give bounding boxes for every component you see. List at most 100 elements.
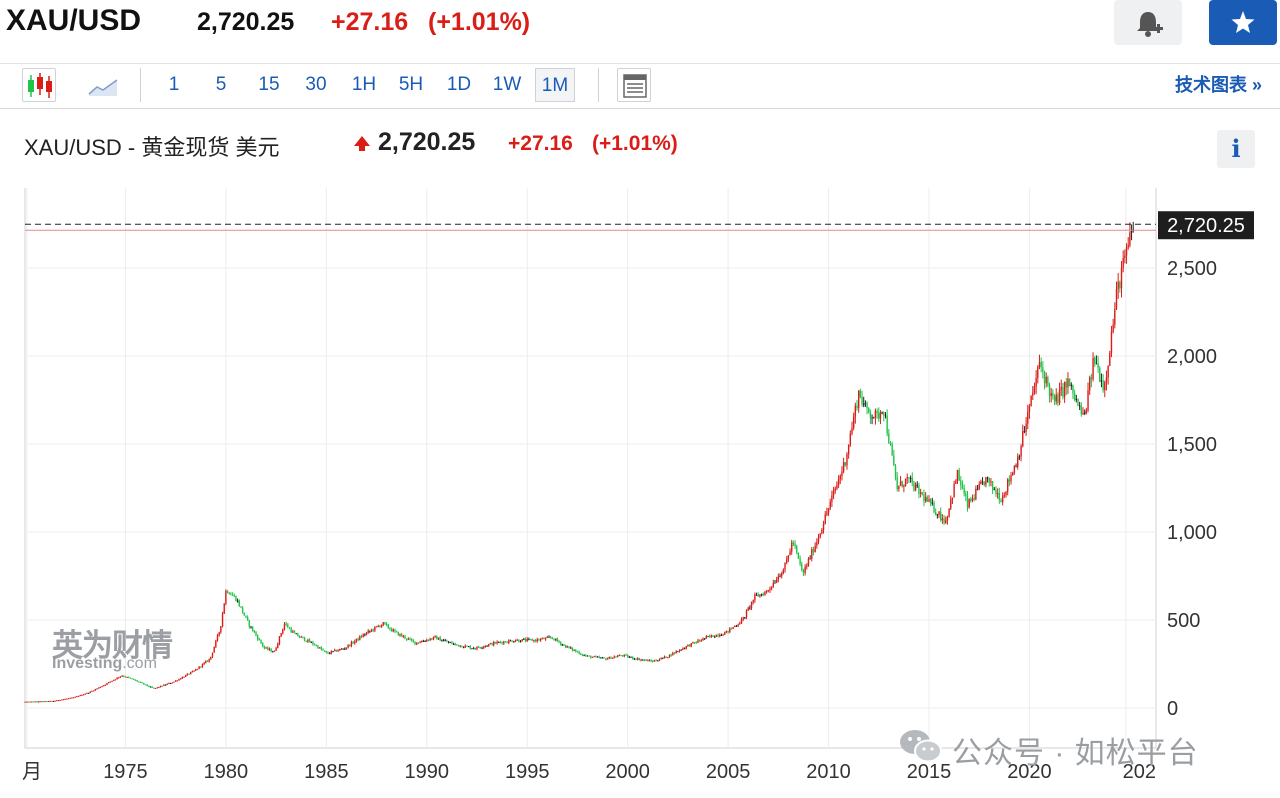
instrument-change: +27.16 bbox=[508, 132, 573, 155]
header-price: 2,720.25 bbox=[197, 8, 295, 36]
candle-body bbox=[414, 641, 416, 645]
candle-body bbox=[1047, 376, 1049, 386]
candle-body bbox=[732, 626, 734, 629]
timeframe-15[interactable]: 15 bbox=[258, 74, 280, 95]
toolbar-divider bbox=[140, 68, 141, 102]
candle-body bbox=[708, 636, 711, 638]
candle-body bbox=[477, 646, 480, 648]
candle-body bbox=[611, 657, 614, 659]
candle-body bbox=[462, 647, 465, 649]
candle-body bbox=[991, 481, 994, 489]
candle-body bbox=[658, 659, 661, 661]
candle-body bbox=[950, 499, 952, 509]
candle-body bbox=[1073, 393, 1076, 400]
candle-body bbox=[424, 640, 426, 642]
candle-body bbox=[411, 638, 413, 641]
candle-body bbox=[86, 692, 88, 694]
candle-body bbox=[1027, 411, 1029, 424]
candle-body bbox=[759, 594, 761, 597]
candle-body bbox=[879, 412, 882, 419]
candle-body bbox=[397, 631, 400, 636]
timeframe-5[interactable]: 5 bbox=[215, 74, 227, 95]
candle-body bbox=[660, 657, 662, 660]
candle-body bbox=[308, 639, 311, 643]
candle-body bbox=[1125, 247, 1128, 256]
timeframe-1w[interactable]: 1W bbox=[492, 74, 522, 95]
candle-body bbox=[596, 656, 599, 658]
candle-body bbox=[250, 626, 252, 628]
candle-body bbox=[904, 478, 907, 486]
candle-body bbox=[565, 644, 567, 648]
candle-body bbox=[280, 633, 282, 637]
candle-body bbox=[864, 402, 867, 405]
candle-body bbox=[134, 679, 137, 681]
price-chart[interactable]: 2,720.25 0 500 1,000 1,500 2,000 2,500 月 1975 19… bbox=[0, 180, 1280, 798]
candle-body bbox=[382, 622, 384, 625]
candle-body bbox=[156, 687, 158, 689]
candle-body bbox=[476, 646, 478, 649]
timeframe-30[interactable]: 30 bbox=[305, 74, 327, 95]
candle-body bbox=[349, 644, 351, 647]
x-tick-label: 月 bbox=[22, 761, 42, 783]
candle-body bbox=[886, 415, 888, 434]
candle-body bbox=[328, 653, 331, 655]
timeframe-1d[interactable]: 1D bbox=[446, 74, 472, 95]
candle-body bbox=[342, 648, 344, 650]
candle-body bbox=[123, 675, 125, 677]
candle-body bbox=[1119, 281, 1121, 289]
candle-body bbox=[620, 655, 622, 657]
timeframe-1m[interactable]: 1M bbox=[535, 68, 575, 102]
candle-body bbox=[253, 630, 256, 633]
candle-body bbox=[305, 640, 307, 642]
candle-body bbox=[111, 680, 113, 682]
wechat-icon bbox=[900, 730, 942, 763]
info-button[interactable]: i bbox=[1217, 130, 1255, 168]
data-table-button[interactable] bbox=[617, 68, 651, 102]
candle-body bbox=[258, 639, 261, 641]
candle-body bbox=[1095, 363, 1098, 365]
candle-body bbox=[1045, 376, 1047, 384]
candle-body bbox=[307, 639, 309, 642]
candle-body bbox=[534, 640, 537, 642]
candle-body bbox=[508, 640, 510, 643]
candle-body bbox=[605, 658, 607, 660]
candle-body bbox=[303, 637, 306, 641]
candle-body bbox=[796, 546, 798, 553]
candle-body bbox=[571, 647, 574, 651]
candle-body bbox=[51, 700, 53, 702]
candle-body bbox=[317, 645, 319, 649]
candle-body bbox=[511, 640, 513, 642]
candle-body bbox=[655, 660, 657, 662]
instrument-change-pct: (+1.01%) bbox=[592, 132, 678, 155]
add-watchlist-button[interactable] bbox=[1209, 0, 1277, 45]
candle-body bbox=[1058, 389, 1061, 404]
candle-body bbox=[854, 405, 857, 417]
candle-body bbox=[354, 641, 356, 644]
candlestick-chart-button[interactable] bbox=[22, 68, 56, 102]
candle-body bbox=[407, 638, 410, 640]
candle-body bbox=[322, 649, 324, 651]
candle-body bbox=[97, 687, 100, 689]
candle-body bbox=[41, 701, 43, 703]
candle-body bbox=[621, 655, 624, 657]
candle-body bbox=[687, 644, 689, 646]
candle-body bbox=[1006, 479, 1009, 492]
last-price-label: 2,720.25 bbox=[1167, 215, 1245, 237]
candle-body bbox=[129, 677, 132, 679]
technical-chart-link[interactable]: 技术图表 » bbox=[1174, 75, 1262, 95]
data-table-icon bbox=[623, 74, 647, 98]
candle-body bbox=[30, 701, 33, 703]
candle-body bbox=[1090, 377, 1093, 380]
candle-body bbox=[754, 594, 756, 601]
line-chart-button[interactable] bbox=[86, 68, 120, 102]
timeframe-1[interactable]: 1 bbox=[168, 74, 180, 95]
x-tick-label: 1980 bbox=[204, 761, 249, 783]
candle-body bbox=[1055, 394, 1057, 402]
candle-body bbox=[1075, 399, 1078, 401]
add-alert-button[interactable] bbox=[1114, 0, 1182, 45]
timeframe-1h[interactable]: 1H bbox=[351, 74, 377, 95]
timeframe-5h[interactable]: 5H bbox=[398, 74, 424, 95]
x-tick-label: 1995 bbox=[505, 761, 550, 783]
candle-body bbox=[1037, 366, 1039, 378]
x-tick-label: 1985 bbox=[304, 761, 349, 783]
